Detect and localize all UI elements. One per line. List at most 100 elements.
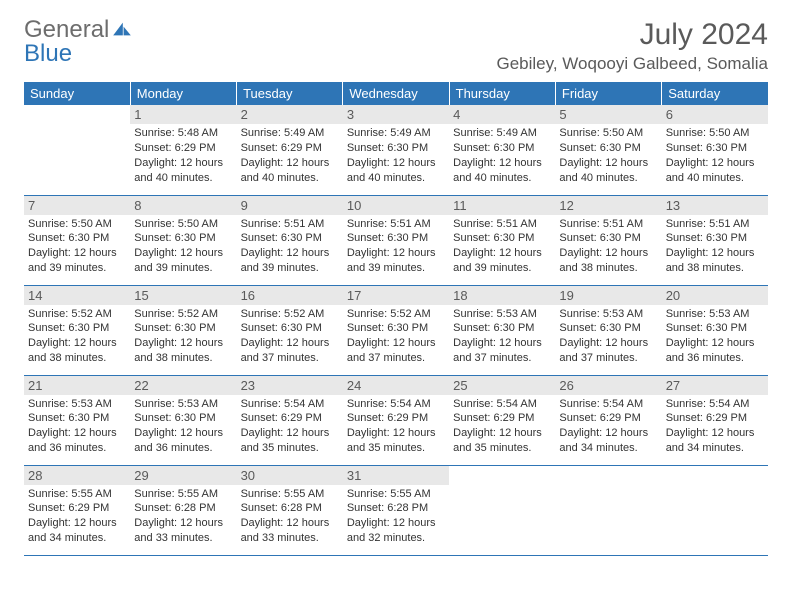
day-number: 13 xyxy=(662,196,768,215)
day-number: 28 xyxy=(24,466,130,485)
sunset-line: Sunset: 6:29 PM xyxy=(347,411,445,426)
calendar-cell: 19Sunrise: 5:53 AMSunset: 6:30 PMDayligh… xyxy=(555,285,661,375)
calendar-cell xyxy=(555,465,661,555)
daylight-line: Daylight: 12 hours and 34 minutes. xyxy=(559,426,657,456)
day-number: 24 xyxy=(343,376,449,395)
daylight-line: Daylight: 12 hours and 34 minutes. xyxy=(666,426,764,456)
calendar-cell xyxy=(449,465,555,555)
daylight-line: Daylight: 12 hours and 33 minutes. xyxy=(134,516,232,546)
day-number: 21 xyxy=(24,376,130,395)
calendar-cell: 7Sunrise: 5:50 AMSunset: 6:30 PMDaylight… xyxy=(24,195,130,285)
sunrise-line: Sunrise: 5:55 AM xyxy=(134,487,232,502)
calendar-cell: 15 Sunrise: 5:52 AMSunset: 6:30 PMDayligh… xyxy=(130,285,236,375)
sunrise-line: Sunrise: 5:49 AM xyxy=(241,126,339,141)
calendar-cell: 4Sunrise: 5:49 AMSunset: 6:30 PMDaylight… xyxy=(449,105,555,195)
day-number: 4 xyxy=(449,105,555,124)
calendar-cell: 3Sunrise: 5:49 AMSunset: 6:30 PMDaylight… xyxy=(343,105,449,195)
day-number: 10 xyxy=(343,196,449,215)
day-number: 25 xyxy=(449,376,555,395)
daylight-line: Daylight: 12 hours and 38 minutes. xyxy=(134,336,232,366)
calendar-cell: 6Sunrise: 5:50 AMSunset: 6:30 PMDaylight… xyxy=(662,105,768,195)
sunrise-line: Sunrise: 5:54 AM xyxy=(666,397,764,412)
daylight-line: Daylight: 12 hours and 34 minutes. xyxy=(28,516,126,546)
day-number: 8 xyxy=(130,196,236,215)
sunrise-line: Sunrise: 5:53 AM xyxy=(134,397,232,412)
day-number: 11 xyxy=(449,196,555,215)
sunset-line: Sunset: 6:30 PM xyxy=(241,231,339,246)
sunset-line: Sunset: 6:29 PM xyxy=(28,501,126,516)
sunrise-line: Sunrise: 5:53 AM xyxy=(666,307,764,322)
calendar-cell: 16Sunrise: 5:52 AMSunset: 6:30 PMDayligh… xyxy=(237,285,343,375)
calendar-cell: 11Sunrise: 5:51 AMSunset: 6:30 PMDayligh… xyxy=(449,195,555,285)
calendar-cell: 13Sunrise: 5:51 AMSunset: 6:30 PMDayligh… xyxy=(662,195,768,285)
calendar-cell: 30Sunrise: 5:55 AMSunset: 6:28 PMDayligh… xyxy=(237,465,343,555)
daylight-line: Daylight: 12 hours and 35 minutes. xyxy=(347,426,445,456)
daylight-line: Daylight: 12 hours and 40 minutes. xyxy=(666,156,764,186)
daylight-line: Daylight: 12 hours and 40 minutes. xyxy=(347,156,445,186)
day-number: 12 xyxy=(555,196,661,215)
calendar-cell: 28 Sunrise: 5:55 AMSunset: 6:29 PMDayligh… xyxy=(24,465,130,555)
sunrise-line: Sunrise: 5:55 AM xyxy=(28,487,126,502)
sunrise-line: Sunrise: 5:55 AM xyxy=(347,487,445,502)
sunrise-line: Sunrise: 5:49 AM xyxy=(453,126,551,141)
daylight-line: Daylight: 12 hours and 38 minutes. xyxy=(666,246,764,276)
calendar-cell: 2Sunrise: 5:49 AMSunset: 6:29 PMDaylight… xyxy=(237,105,343,195)
calendar-cell: 24 Sunrise: 5:54 AMSunset: 6:29 PMDayligh… xyxy=(343,375,449,465)
calendar-row: 28Sunrise: 5:55 AMSunset: 6:29 PMDayligh… xyxy=(24,465,768,555)
daylight-line: Daylight: 12 hours and 35 minutes. xyxy=(241,426,339,456)
sunrise-line: Sunrise: 5:52 AM xyxy=(347,307,445,322)
day-number: 2 xyxy=(237,105,343,124)
daylight-line: Daylight: 12 hours and 39 minutes. xyxy=(241,246,339,276)
sunset-line: Sunset: 6:30 PM xyxy=(134,231,232,246)
calendar-cell: 31Sunrise: 5:55 AMSunset: 6:28 PMDayligh… xyxy=(343,465,449,555)
sunset-line: Sunset: 6:30 PM xyxy=(347,141,445,156)
sunrise-line: Sunrise: 5:51 AM xyxy=(453,217,551,232)
calendar-cell: 26Sunrise: 5:54 AMSunset: 6:29 PMDayligh… xyxy=(555,375,661,465)
sunset-line: Sunset: 6:30 PM xyxy=(134,321,232,336)
day-number: 29 xyxy=(130,466,236,485)
calendar-cell: 25Sunrise: 5:54 AMSunset: 6:29 PMDayligh… xyxy=(449,375,555,465)
sunset-line: Sunset: 6:30 PM xyxy=(453,141,551,156)
sunrise-line: Sunrise: 5:51 AM xyxy=(347,217,445,232)
sunrise-line: Sunrise: 5:50 AM xyxy=(28,217,126,232)
calendar-cell xyxy=(24,105,130,195)
day-number: 27 xyxy=(662,376,768,395)
day-number: 18 xyxy=(449,286,555,305)
sunrise-line: Sunrise: 5:51 AM xyxy=(666,217,764,232)
sunset-line: Sunset: 6:29 PM xyxy=(666,411,764,426)
sunrise-line: Sunrise: 5:48 AM xyxy=(134,126,232,141)
calendar-cell xyxy=(662,465,768,555)
day-number: 6 xyxy=(662,105,768,124)
daylight-line: Daylight: 12 hours and 39 minutes. xyxy=(28,246,126,276)
sunrise-line: Sunrise: 5:52 AM xyxy=(134,307,232,322)
title-block: July 2024 Gebiley, Woqooyi Galbeed, Soma… xyxy=(496,18,768,74)
weekday-wednesday: Wednesday xyxy=(343,82,449,105)
sunset-line: Sunset: 6:28 PM xyxy=(241,501,339,516)
day-number: 15 xyxy=(130,286,236,305)
sunrise-line: Sunrise: 5:54 AM xyxy=(347,397,445,412)
calendar-cell: 1Sunrise: 5:48 AMSunset: 6:29 PMDaylight… xyxy=(130,105,236,195)
day-number: 31 xyxy=(343,466,449,485)
daylight-line: Daylight: 12 hours and 35 minutes. xyxy=(453,426,551,456)
weekday-tuesday: Tuesday xyxy=(237,82,343,105)
sunrise-line: Sunrise: 5:53 AM xyxy=(453,307,551,322)
calendar-row: 21Sunrise: 5:53 AMSunset: 6:30 PMDayligh… xyxy=(24,375,768,465)
daylight-line: Daylight: 12 hours and 39 minutes. xyxy=(347,246,445,276)
sunrise-line: Sunrise: 5:52 AM xyxy=(28,307,126,322)
sunset-line: Sunset: 6:29 PM xyxy=(241,411,339,426)
calendar-cell: 22Sunrise: 5:53 AMSunset: 6:30 PMDayligh… xyxy=(130,375,236,465)
sunrise-line: Sunrise: 5:53 AM xyxy=(28,397,126,412)
sunrise-line: Sunrise: 5:54 AM xyxy=(559,397,657,412)
daylight-line: Daylight: 12 hours and 36 minutes. xyxy=(134,426,232,456)
sunset-line: Sunset: 6:30 PM xyxy=(666,321,764,336)
sunrise-line: Sunrise: 5:50 AM xyxy=(666,126,764,141)
sunrise-line: Sunrise: 5:51 AM xyxy=(241,217,339,232)
calendar-table: SundayMondayTuesdayWednesdayThursdayFrid… xyxy=(24,82,768,556)
sunset-line: Sunset: 6:28 PM xyxy=(134,501,232,516)
calendar-cell: 12Sunrise: 5:51 AMSunset: 6:30 PMDayligh… xyxy=(555,195,661,285)
sunrise-line: Sunrise: 5:49 AM xyxy=(347,126,445,141)
daylight-line: Daylight: 12 hours and 37 minutes. xyxy=(241,336,339,366)
daylight-line: Daylight: 12 hours and 33 minutes. xyxy=(241,516,339,546)
sunrise-line: Sunrise: 5:54 AM xyxy=(241,397,339,412)
weekday-sunday: Sunday xyxy=(24,82,130,105)
